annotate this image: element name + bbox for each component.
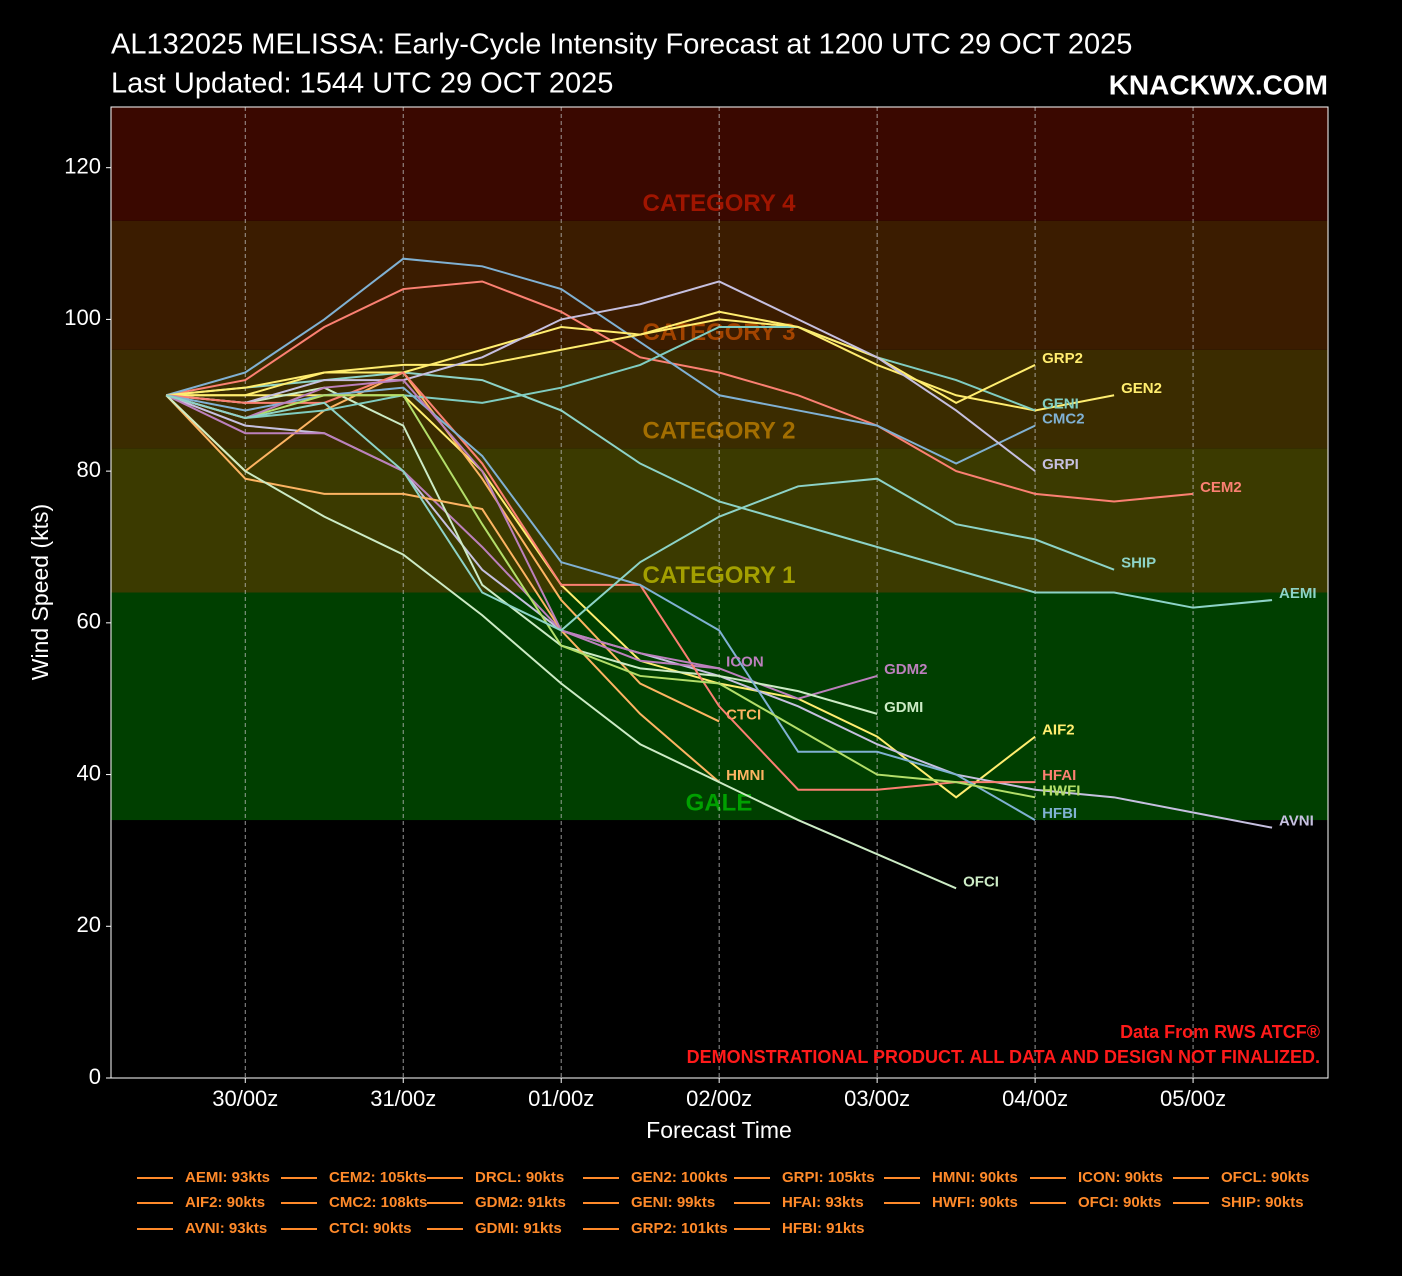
x-axis-label: Forecast Time — [646, 1117, 792, 1143]
series-end-label: HWFI — [1042, 782, 1080, 799]
series-line — [166, 394, 1036, 799]
series-end-label: HMNI — [726, 767, 764, 784]
series-line — [166, 394, 1115, 632]
legend-label: GDMI: 91kts — [475, 1220, 562, 1237]
series-end-label: ICON — [726, 653, 764, 670]
legend-label: HFAI: 93kts — [782, 1194, 864, 1211]
legend-label: CMC2: 108kts — [329, 1194, 427, 1211]
series-end-label: CMC2 — [1042, 411, 1085, 428]
legend-label: AVNI: 93kts — [185, 1220, 267, 1237]
legend-label: GDM2: 91kts — [475, 1194, 566, 1211]
chart-subtitle: Last Updated: 1544 UTC 29 OCT 2025 — [111, 68, 613, 100]
legend-label: AEMI: 93kts — [185, 1169, 270, 1186]
x-tick-label: 01/00z — [528, 1086, 594, 1111]
legend-label: SHIP: 90kts — [1221, 1194, 1304, 1211]
legend-label: AIF2: 90kts — [185, 1194, 265, 1211]
series-end-label: AIF2 — [1042, 722, 1075, 739]
plot-frame — [110, 106, 1329, 1079]
series-end-label: GRPI — [1042, 456, 1079, 473]
legend-label: CTCI: 90kts — [329, 1220, 412, 1237]
legend-label: HWFI: 90kts — [932, 1194, 1018, 1211]
legend-label: OFCL: 90kts — [1221, 1169, 1309, 1186]
series-line — [166, 379, 720, 670]
series-end-label: GRP2 — [1042, 350, 1083, 367]
x-tick-label: 02/00z — [686, 1086, 752, 1111]
series-end-label: GDM2 — [884, 661, 927, 678]
series-line — [166, 386, 1036, 821]
legend-label: OFCI: 90kts — [1078, 1194, 1161, 1211]
series-line — [165, 394, 720, 783]
legend-label: DRCL: 90kts — [475, 1169, 564, 1186]
series-line — [166, 394, 1036, 799]
y-tick-label: 120 — [64, 154, 101, 179]
series-line — [166, 371, 1273, 609]
series-end-label: HFAI — [1042, 767, 1076, 784]
legend-label: GRP2: 101kts — [631, 1220, 728, 1237]
y-tick-label: 20 — [77, 912, 101, 937]
series-line — [166, 280, 1194, 503]
legend-label: GRPI: 105kts — [782, 1169, 875, 1186]
series-end-label: CTCI — [726, 706, 761, 723]
legend-label: GEN2: 100kts — [631, 1169, 728, 1186]
series-line — [166, 310, 1036, 404]
y-tick-label: 100 — [64, 305, 101, 330]
legend-label: HFBI: 91kts — [782, 1220, 865, 1237]
series-end-label: GDMI — [884, 699, 923, 716]
series-end-label: AEMI — [1279, 585, 1317, 602]
legend-label: CEM2: 105kts — [329, 1169, 427, 1186]
chart-title: AL132025 MELISSA: Early-Cycle Intensity … — [111, 29, 1132, 61]
series-end-label: GENI — [1042, 395, 1079, 412]
legend-label: HMNI: 90kts — [932, 1169, 1018, 1186]
y-axis-label: Wind Speed (kts) — [27, 504, 53, 680]
x-tick-label: 30/00z — [212, 1086, 278, 1111]
legend-label: ICON: 90kts — [1078, 1169, 1163, 1186]
series-line — [165, 394, 957, 890]
series-line — [166, 257, 1036, 465]
series-end-label: CEM2 — [1200, 479, 1242, 496]
y-tick-label: 60 — [77, 609, 101, 634]
series-end-label: GEN2 — [1121, 380, 1162, 397]
y-tick-label: 0 — [89, 1064, 101, 1089]
legend-label: GENI: 99kts — [631, 1194, 715, 1211]
y-tick-label: 40 — [77, 760, 101, 785]
x-tick-label: 31/00z — [370, 1086, 436, 1111]
series-end-label: OFCI — [963, 873, 999, 890]
x-tick-label: 05/00z — [1160, 1086, 1226, 1111]
y-tick-label: 80 — [77, 457, 101, 482]
series-line — [166, 371, 1036, 791]
series-line — [166, 280, 1036, 472]
series-end-label: HFBI — [1042, 805, 1077, 822]
brand: KNACKWX.COM — [1109, 69, 1328, 100]
series-line — [166, 386, 878, 715]
series-line — [166, 325, 1036, 420]
series-end-label: SHIP — [1121, 555, 1156, 572]
x-tick-label: 03/00z — [844, 1086, 910, 1111]
credit: DEMONSTRATIONAL PRODUCT. ALL DATA AND DE… — [687, 1047, 1320, 1067]
credit: Data From RWS ATCF® — [1120, 1022, 1320, 1042]
x-tick-label: 04/00z — [1002, 1086, 1068, 1111]
series-end-label: AVNI — [1279, 813, 1314, 830]
